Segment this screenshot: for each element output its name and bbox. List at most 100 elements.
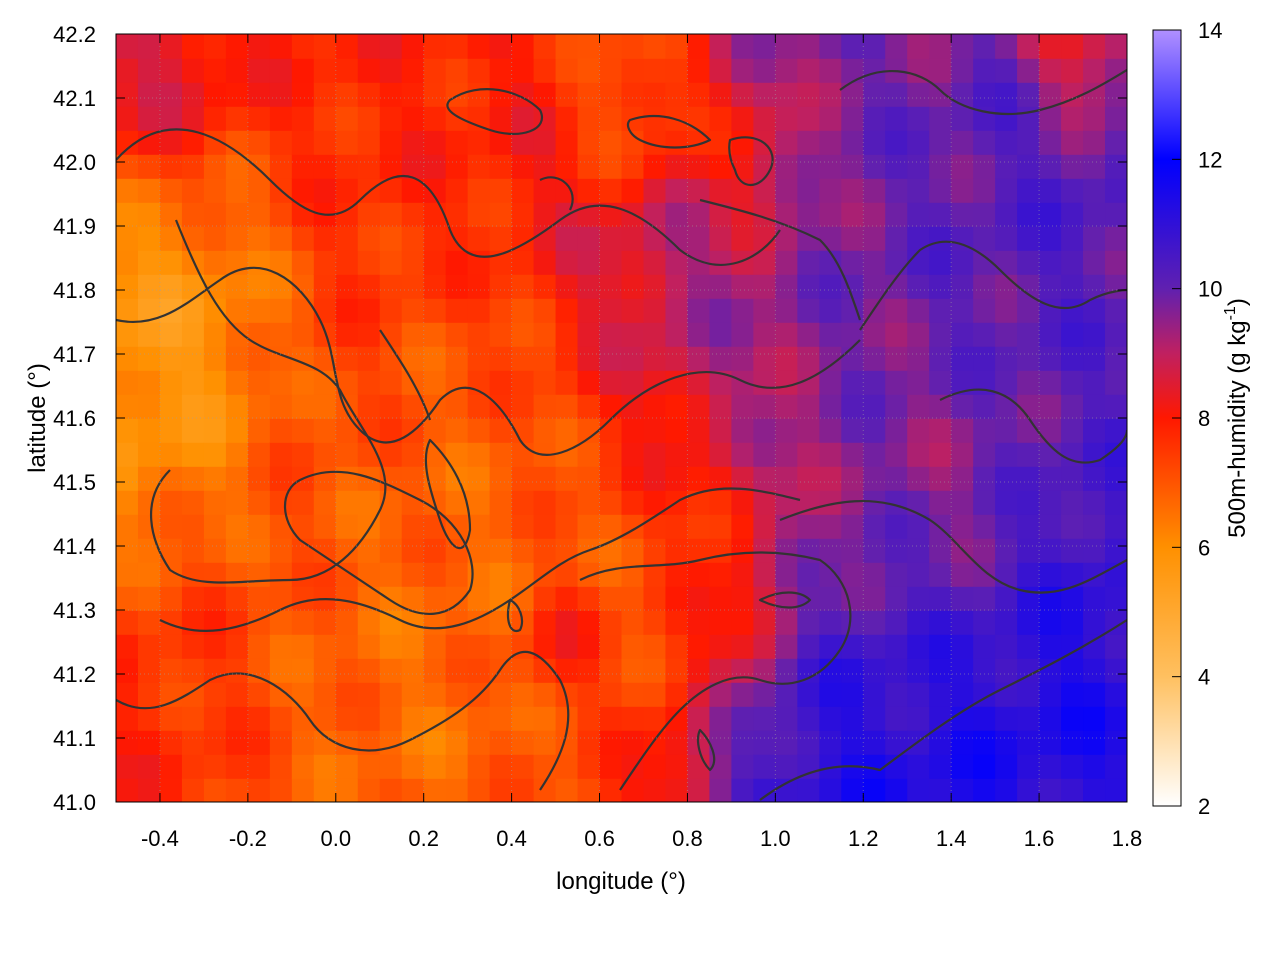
heatmap-cell [1061, 250, 1084, 275]
heatmap-cell [995, 34, 1018, 59]
heatmap-cell [1039, 682, 1062, 707]
heatmap-cell [203, 394, 227, 419]
heatmap-cell [841, 682, 865, 707]
heatmap-cell [489, 634, 513, 659]
heatmap-cell [951, 562, 974, 587]
heatmap-cell [973, 586, 996, 611]
heatmap-cell [863, 514, 887, 539]
heatmap-cell [401, 778, 425, 802]
heatmap-cell [929, 658, 952, 683]
heatmap-cell [203, 490, 227, 515]
heatmap-cell [225, 58, 249, 83]
heatmap-cell [335, 778, 359, 802]
heatmap-cell [621, 34, 645, 59]
heatmap-cell [313, 82, 337, 107]
heatmap-cell [1039, 418, 1062, 443]
heatmap-cell [445, 250, 469, 275]
heatmap-cell [863, 538, 887, 563]
heatmap-cell [159, 274, 183, 299]
heatmap-cell [665, 538, 689, 563]
heatmap-cell [445, 202, 469, 227]
heatmap-cell [665, 82, 689, 107]
heatmap-cell [555, 250, 579, 275]
heatmap-cell [137, 730, 161, 755]
heatmap-cell [643, 490, 667, 515]
heatmap-cell [1039, 466, 1062, 491]
heatmap-cell [643, 322, 667, 347]
heatmap-cell [379, 34, 403, 59]
contour-line [539, 176, 574, 211]
heatmap-cell [797, 514, 821, 539]
heatmap-cell [951, 154, 974, 179]
x-tick-label: 1.6 [1024, 826, 1055, 851]
heatmap-cell [467, 82, 491, 107]
heatmap-cell [116, 490, 139, 515]
heatmap-cell [269, 394, 293, 419]
heatmap-cell [775, 610, 799, 635]
heatmap-cell [863, 202, 887, 227]
heatmap-cell [731, 250, 755, 275]
heatmap-cell [401, 442, 425, 467]
heatmap-cell [577, 58, 601, 83]
heatmap-cell [885, 658, 909, 683]
heatmap-cell [1017, 634, 1040, 659]
heatmap-cell [357, 394, 381, 419]
heatmap-cell [929, 442, 952, 467]
heatmap-cell [137, 490, 161, 515]
heatmap-cell [533, 346, 557, 371]
heatmap-cell [1105, 298, 1127, 323]
heatmap-cell [489, 154, 513, 179]
heatmap-cell [599, 322, 623, 347]
heatmap-cell [335, 634, 359, 659]
heatmap-cell [291, 58, 315, 83]
heatmap-cell [753, 274, 777, 299]
heatmap-cell [775, 706, 799, 731]
heatmap-cell [225, 514, 249, 539]
heatmap-cell [379, 298, 403, 323]
heatmap-cell [401, 538, 425, 563]
contour-line [939, 388, 1127, 464]
heatmap-cell [467, 538, 491, 563]
heatmap-cell [313, 130, 337, 155]
heatmap-cell [357, 490, 381, 515]
heatmap-cell [357, 130, 381, 155]
heatmap-cell [1083, 34, 1106, 59]
heatmap-cell [973, 730, 996, 755]
heatmap-cell [137, 562, 161, 587]
heatmap-cell [489, 226, 513, 251]
heatmap-cell [137, 34, 161, 59]
heatmap-cell [137, 778, 161, 802]
heatmap-cell [577, 778, 601, 802]
heatmap-cell [709, 418, 733, 443]
heatmap-cell [533, 58, 557, 83]
heatmap-cell [1039, 514, 1062, 539]
colorbar-label: 500m-humidity (g kg-1) [1222, 298, 1251, 538]
heatmap-cell [687, 538, 711, 563]
heatmap-cell [819, 514, 843, 539]
heatmap-cell [775, 394, 799, 419]
heatmap-cell [753, 778, 777, 802]
contour-line [839, 69, 1127, 116]
heatmap-cell [1083, 466, 1106, 491]
heatmap-cell [775, 178, 799, 203]
heatmap-cell [797, 82, 821, 107]
heatmap-cell [116, 562, 139, 587]
heatmap-cell [445, 154, 469, 179]
heatmap-cell [687, 466, 711, 491]
heatmap-cell [357, 658, 381, 683]
heatmap-cell [863, 322, 887, 347]
heatmap-cell [819, 130, 843, 155]
heatmap-cell [379, 274, 403, 299]
heatmap-cell [379, 82, 403, 107]
heatmap-cell [929, 58, 952, 83]
heatmap-cell [401, 394, 425, 419]
heatmap-cell [907, 586, 930, 611]
heatmap-cell [775, 778, 799, 802]
heatmap-cell [489, 34, 513, 59]
heatmap-cell [423, 154, 447, 179]
heatmap-cell [951, 706, 974, 731]
heatmap-cell [665, 706, 689, 731]
heatmap-cell [1061, 346, 1084, 371]
heatmap-cell [665, 274, 689, 299]
heatmap-cell [1061, 778, 1084, 802]
